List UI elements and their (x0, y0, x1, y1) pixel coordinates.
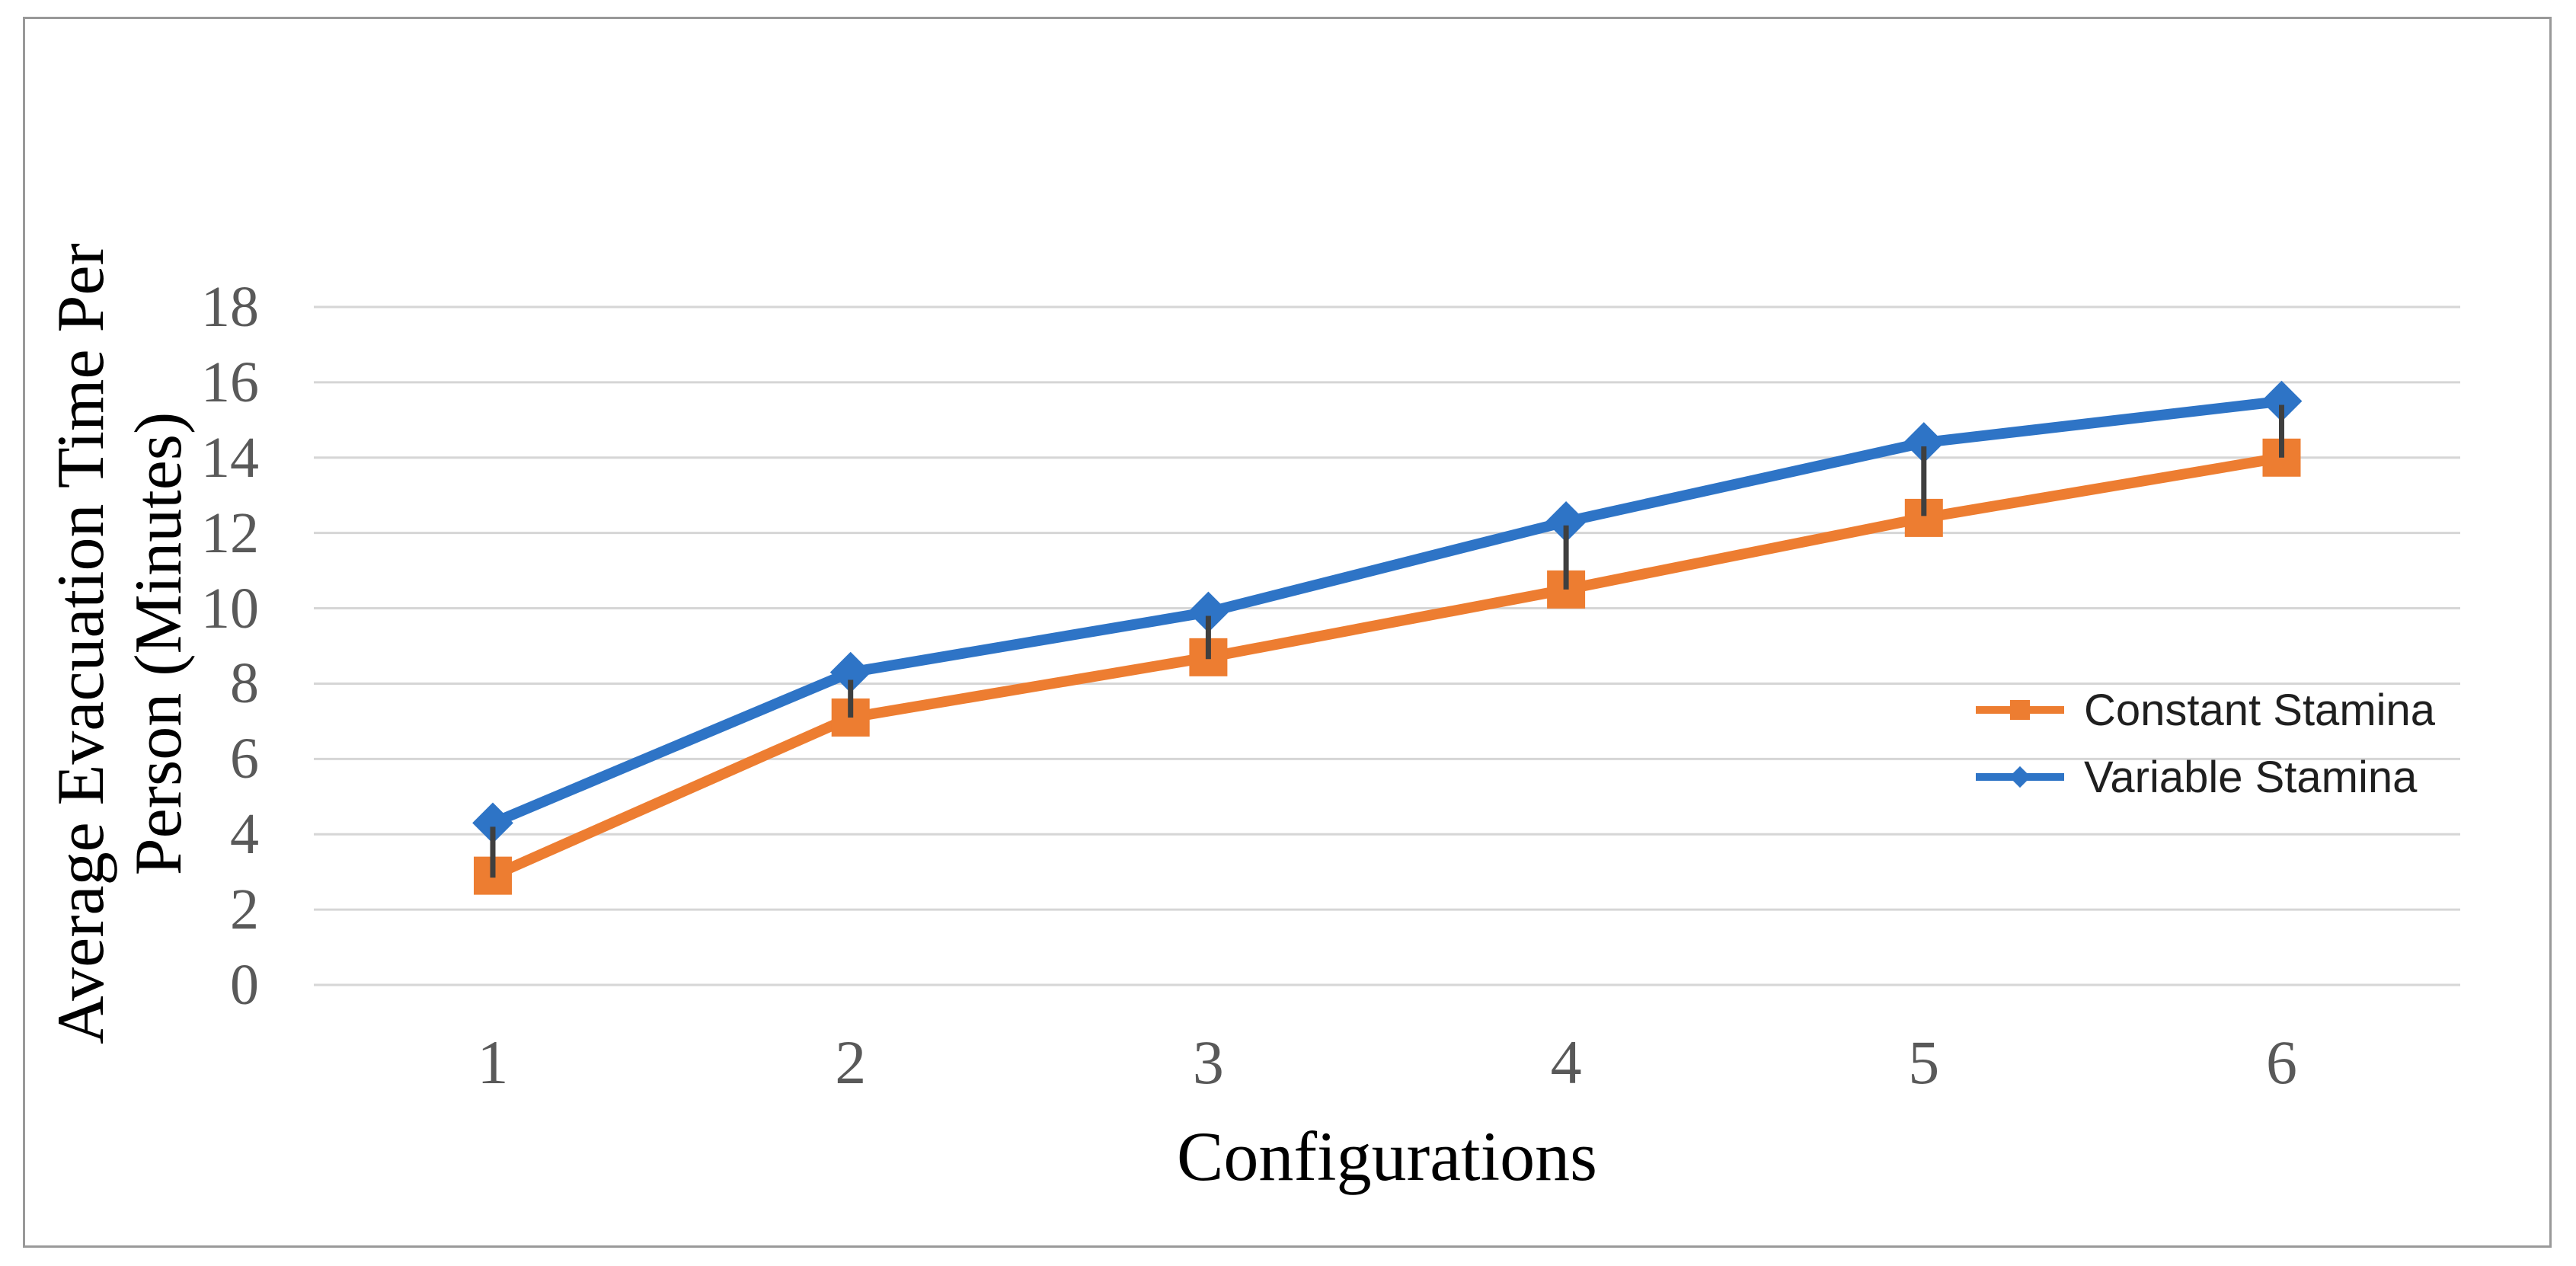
y-tick-label-16: 16 (201, 350, 259, 414)
y-tick-label-18: 18 (201, 275, 259, 339)
legend-marker-square-icon (1976, 700, 2064, 720)
x-tick-label-4: 4 (1550, 1028, 1582, 1097)
legend-label-variable-stamina: Variable Stamina (2084, 752, 2418, 802)
x-tick-label-2: 2 (835, 1028, 867, 1097)
y-tick-label-8: 8 (230, 651, 259, 716)
y-tick-label-4: 4 (230, 802, 259, 867)
legend-marker-diamond-icon (1976, 766, 2064, 788)
y-axis-title-line2: Person (Minutes) (122, 411, 196, 876)
y-tick-label-2: 2 (230, 878, 259, 942)
y-tick-label-6: 6 (230, 727, 259, 791)
x-tick-label-6: 6 (2266, 1028, 2297, 1097)
y-tick-label-14: 14 (201, 425, 259, 490)
legend: Constant Stamina Variable Stamina (1974, 676, 2435, 810)
x-tick-label-3: 3 (1192, 1028, 1224, 1097)
legend-item-variable-stamina: Variable Stamina (1974, 743, 2435, 810)
series-line-variable-stamina (487, 395, 2287, 829)
x-axis-title: Configurations (1177, 1117, 1597, 1195)
legend-label-constant-stamina: Constant Stamina (2084, 685, 2436, 735)
y-axis-title: Average Evacuation Time Per Person (Minu… (43, 243, 198, 1044)
legend-item-constant-stamina: Constant Stamina (1974, 676, 2435, 743)
y-tick-label-0: 0 (230, 953, 259, 1017)
y-axis-title-line1: Average Evacuation Time Per (44, 243, 118, 1044)
y-tick-label-12: 12 (201, 500, 259, 565)
x-tick-label-1: 1 (477, 1028, 509, 1097)
y-tick-label-10: 10 (201, 576, 259, 641)
series-line-constant-stamina (487, 452, 2287, 881)
x-tick-label-5: 5 (1908, 1028, 1940, 1097)
